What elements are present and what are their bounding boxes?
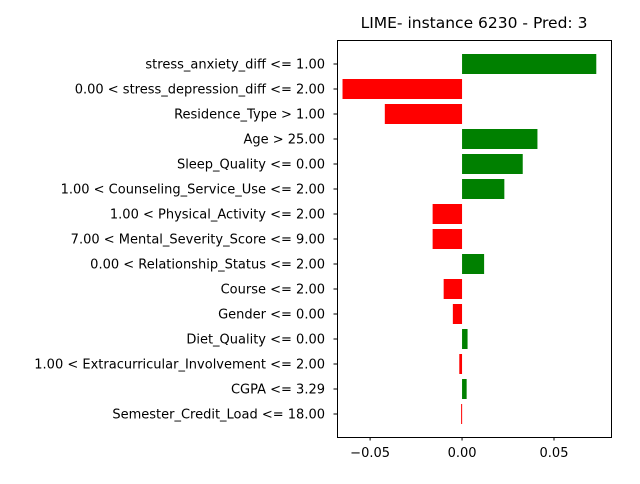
y-tick-label-10: Gender <= 0.00 — [218, 308, 325, 323]
x-tick-label-2: 0.05 — [540, 446, 569, 461]
bars-layer — [342, 54, 597, 424]
y-tick-label-13: CGPA <= 3.29 — [231, 383, 325, 398]
bar-6 — [432, 204, 463, 224]
bar-4 — [462, 154, 523, 174]
bar-1 — [342, 79, 463, 99]
bar-10 — [452, 304, 463, 324]
bar-2 — [384, 104, 463, 124]
y-tick-label-12: 1.00 < Extracurricular_Involvement <= 2.… — [34, 358, 325, 373]
bar-12 — [459, 354, 463, 374]
y-tick-label-9: Course <= 2.00 — [221, 283, 325, 298]
y-tick-label-6: 1.00 < Physical_Activity <= 2.00 — [110, 208, 325, 223]
y-tick-label-8: 0.00 < Relationship_Status <= 2.00 — [90, 258, 325, 273]
bar-14 — [461, 404, 463, 424]
y-tick-label-14: Semester_Credit_Load <= 18.00 — [112, 408, 325, 423]
x-tick-label-1: 0.00 — [448, 446, 477, 461]
chart-title: LIME- instance 6230 - Pred: 3 — [361, 14, 588, 32]
x-tick-label-0: −0.05 — [350, 446, 390, 461]
y-tick-label-4: Sleep_Quality <= 0.00 — [177, 158, 325, 173]
y-tick-label-2: Residence_Type > 1.00 — [174, 108, 325, 123]
y-tick-label-11: Diet_Quality <= 0.00 — [186, 333, 325, 348]
bar-9 — [443, 279, 463, 299]
bar-13 — [462, 379, 467, 399]
y-tick-label-3: Age > 25.00 — [243, 133, 325, 148]
bar-0 — [462, 54, 597, 74]
y-tick-label-1: 0.00 < stress_depression_diff <= 2.00 — [75, 83, 325, 98]
plot-frame — [337, 40, 612, 438]
y-tick-label-0: stress_anxiety_diff <= 1.00 — [145, 58, 325, 73]
y-tick-layer: stress_anxiety_diff <= 1.00 0.00 < stress… — [34, 58, 337, 423]
bar-11 — [462, 329, 468, 349]
y-tick-label-5: 1.00 < Counseling_Service_Use <= 2.00 — [61, 183, 325, 198]
bar-3 — [462, 129, 538, 149]
bar-5 — [462, 179, 505, 199]
bar-8 — [462, 254, 485, 274]
x-tick-layer: −0.05 0.00 0.05 — [350, 437, 568, 461]
bar-7 — [432, 229, 463, 249]
y-tick-label-7: 7.00 < Mental_Severity_Score <= 9.00 — [71, 233, 325, 248]
